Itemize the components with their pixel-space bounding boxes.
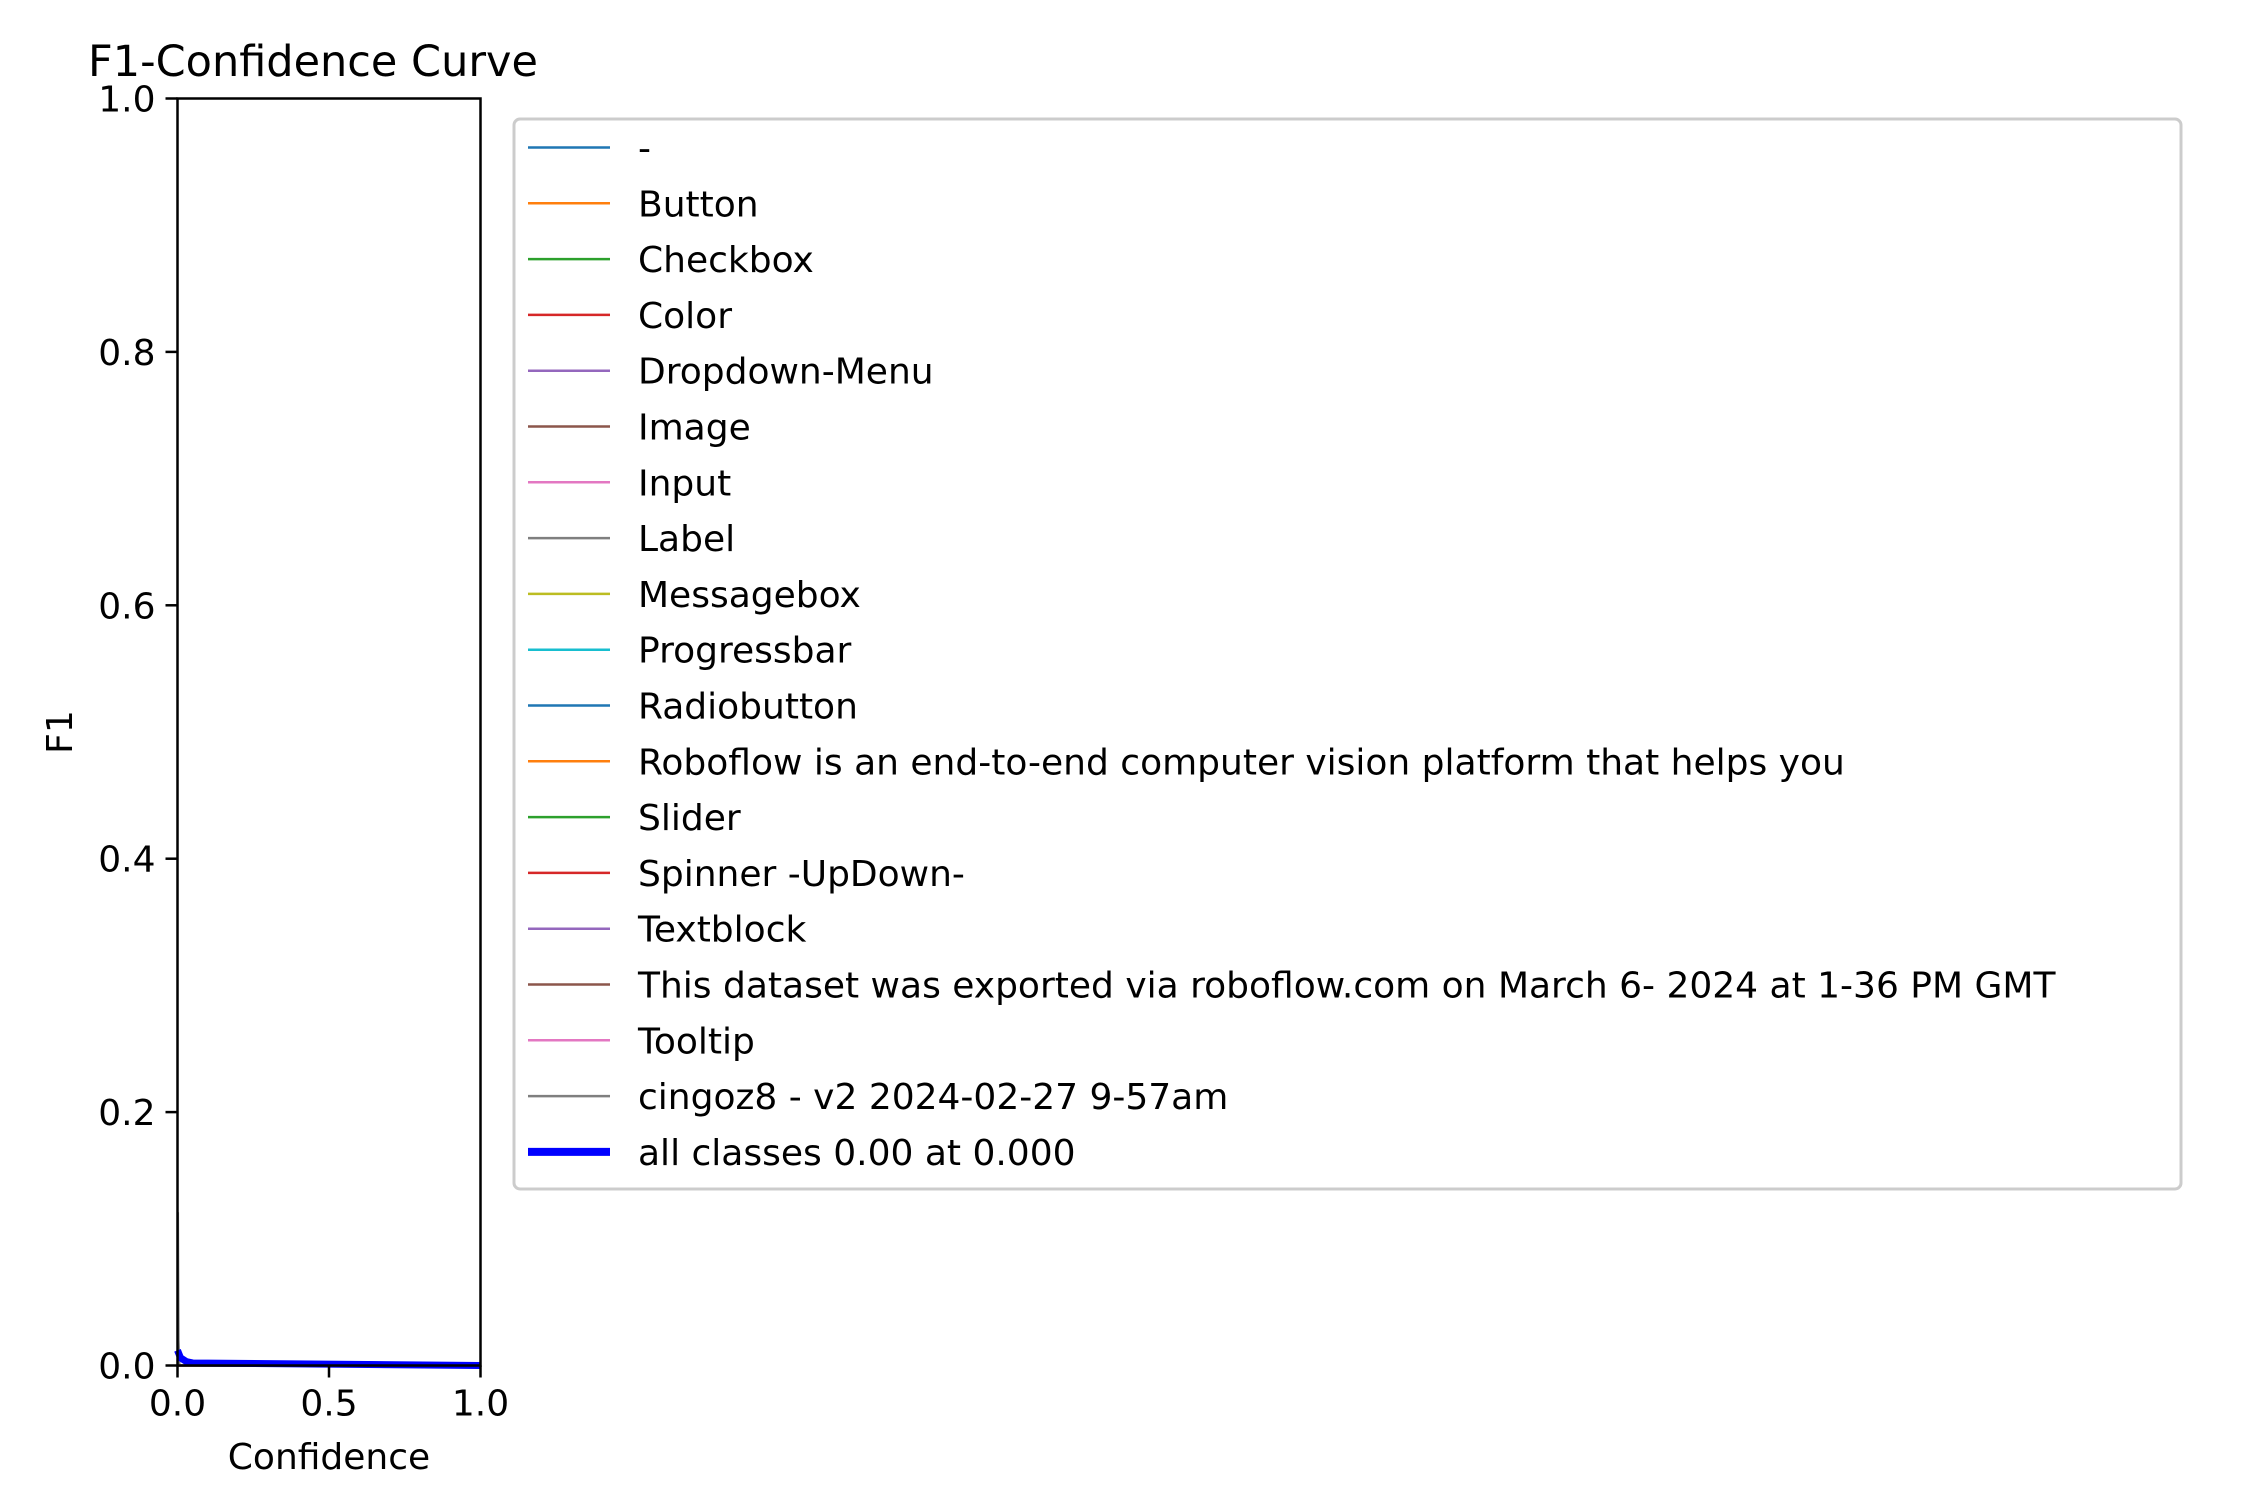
y-axis-label: F1 [40,710,81,754]
legend-label: all classes 0.00 at 0.000 [638,1133,1076,1174]
axes-frame [176,97,482,1367]
legend-label: Roboflow is an end-to-end computer visio… [638,742,1845,783]
legend-label: Textblock [637,910,806,951]
y-tick-label: 0.2 [98,1093,155,1134]
series-line-18 [174,1349,481,1369]
legend-label: Progressbar [638,631,852,672]
legend-label: Image [638,408,751,449]
legend-label: Button [638,184,759,225]
legend-label: Radiobutton [638,687,858,728]
y-ticks: 0.0 0.2 0.4 0.6 0.8 1.0 [98,80,178,1388]
plot-lines [174,1212,481,1369]
legend-label: cingoz8 - v2 2024-02-27 9-57am [638,1077,1228,1118]
legend-label: This dataset was exported via roboflow.c… [637,966,2056,1007]
legend-label: Label [638,519,735,560]
x-tick-label: 0.5 [300,1384,357,1425]
legend-items: - Button Checkbox Color Dropdown-Menu Image In… [528,129,2056,1174]
x-tick-label: 0.0 [149,1384,206,1425]
y-tick-label: 1.0 [98,80,155,121]
x-axis-label: Confidence [228,1437,430,1478]
y-tick-label: 0.4 [98,840,155,881]
y-tick-label: 0.0 [98,1347,155,1388]
series-line-7 [176,1212,481,1367]
legend-label: Slider [638,798,741,839]
legend-label: - [638,129,651,170]
legend-label: Dropdown-Menu [638,352,934,393]
legend-frame [512,117,2183,1191]
legend-label: Tooltip [637,1021,755,1062]
legend-label: Input [638,463,731,504]
y-tick-label: 0.8 [98,333,155,374]
legend-label: Messagebox [638,575,861,616]
x-tick-label: 1.0 [452,1384,509,1425]
x-ticks: 0.0 0.5 1.0 [149,1365,509,1425]
legend-label: Color [638,296,732,337]
legend-label: Checkbox [638,240,814,281]
y-tick-label: 0.6 [98,586,155,627]
legend: - Button Checkbox Color Dropdown-Menu Image In… [512,117,2183,1191]
legend-label: Spinner -UpDown- [638,854,965,895]
chart-title: F1-Confidence Curve [88,37,538,87]
